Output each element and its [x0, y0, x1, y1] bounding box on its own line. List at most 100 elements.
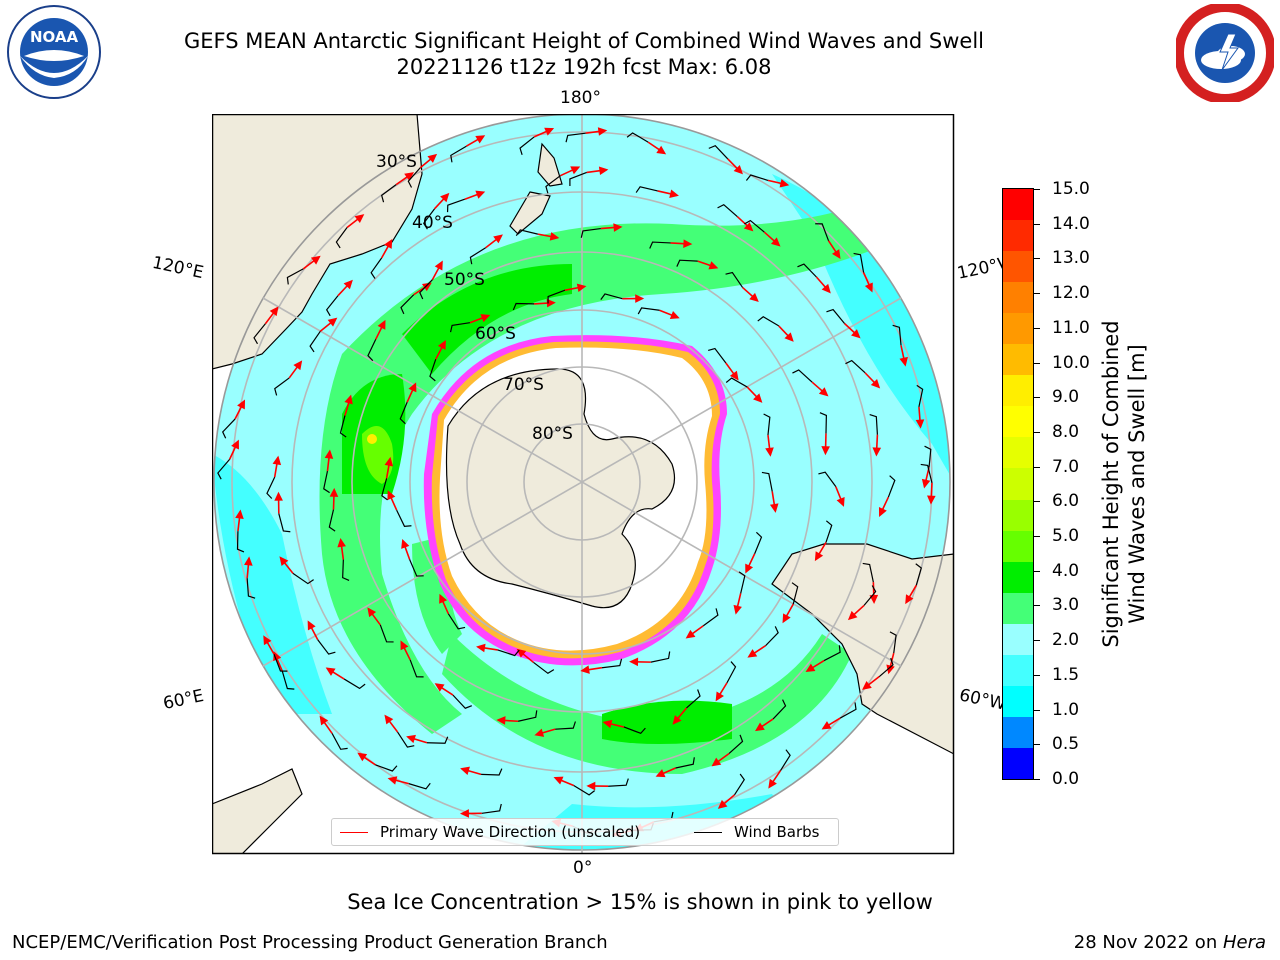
- wind-barb: [757, 316, 780, 327]
- colorbar-segment: [1003, 189, 1033, 221]
- wave-arrow-head: [747, 649, 758, 658]
- colorbar-tick-label: 11.0: [1052, 317, 1090, 338]
- wind-barb: [408, 782, 431, 790]
- wind-barb: [370, 257, 383, 279]
- footer-date-text: 28 Nov 2022 on: [1073, 932, 1223, 953]
- colorbar-tick-label: 8.0: [1052, 421, 1080, 442]
- wave-arrow-head: [915, 419, 925, 429]
- legend-red-line: [340, 831, 368, 833]
- footer-machine: Hera: [1222, 932, 1266, 953]
- wind-barb: [409, 659, 424, 678]
- colorbar-segment: [1003, 406, 1033, 438]
- wind-barb: [725, 377, 748, 388]
- colorbar-tick-label: 14.0: [1052, 213, 1090, 234]
- wave-arrow-head: [307, 620, 316, 631]
- colorbar-tick: [1034, 640, 1040, 642]
- wave-arrow-head: [343, 279, 353, 290]
- wind-barb: [266, 476, 276, 499]
- wave-arrow-head: [602, 719, 613, 729]
- wave-arrow-head: [586, 781, 596, 791]
- lat-label-80s: 80°S: [532, 424, 573, 444]
- wind-barb: [555, 721, 576, 730]
- wave-arrow-head: [427, 153, 438, 163]
- wind-barb: [600, 293, 623, 300]
- legend-black-line: [694, 831, 722, 833]
- chart-title: GEFS MEAN Antarctic Significant Height o…: [183, 29, 985, 53]
- wind-barb: [281, 671, 295, 690]
- wave-arrow-head: [770, 237, 781, 247]
- wave-arrow-head: [231, 439, 239, 450]
- wind-barb: [547, 289, 566, 304]
- wave-arrow-head: [669, 311, 680, 320]
- colorbar-tick-label: 3.0: [1052, 595, 1080, 616]
- wave-arrow-head: [377, 319, 386, 330]
- wind-barb: [686, 689, 701, 709]
- wave-arrow-head: [821, 721, 832, 730]
- colorbar-tick-label: 13.0: [1052, 248, 1090, 269]
- wind-barb: [400, 294, 415, 315]
- wave-arrow-head: [406, 734, 416, 744]
- chart-subtitle: 20221126 t12z 192h fcst Max: 6.08: [396, 55, 772, 79]
- lon-label-120e: 120°E: [150, 252, 206, 284]
- wave-arrow-head: [269, 306, 279, 317]
- wind-barb: [221, 418, 236, 439]
- wave-arrow-head: [869, 594, 879, 604]
- colorbar-tick: [1034, 466, 1040, 468]
- wind-barb: [481, 803, 502, 814]
- wind-barb: [328, 509, 336, 532]
- colorbar-tick: [1034, 189, 1040, 190]
- colorbar-tick: [1034, 536, 1040, 538]
- colorbar-segment: [1003, 716, 1033, 749]
- wind-barb: [780, 749, 791, 771]
- wave-direction-arrows: [228, 127, 936, 838]
- colorbar-tick: [1034, 570, 1040, 572]
- wind-barb: [447, 613, 466, 630]
- wind-barb: [839, 702, 857, 719]
- wind-barb: [422, 208, 435, 230]
- wind-barb: [253, 323, 266, 345]
- wind-barb: [375, 764, 398, 772]
- wave-arrow-head: [872, 447, 882, 457]
- wave-arrow-head: [862, 681, 872, 690]
- colorbar-tick-label: 12.0: [1052, 283, 1090, 304]
- wind-barb: [826, 308, 845, 324]
- colorbar-tick-label: 4.0: [1052, 560, 1080, 581]
- wind-barb: [409, 559, 424, 577]
- wave-arrow-head: [384, 714, 394, 725]
- wave-arrow-head: [683, 239, 693, 248]
- wave-arrow-head: [400, 640, 409, 651]
- wave-arrow-head: [357, 752, 368, 762]
- africa-land: [212, 768, 303, 854]
- wind-barb: [533, 661, 555, 675]
- footer-date: 28 Nov 2022 on Hera: [1074, 932, 1266, 953]
- wave-arrow-head: [821, 283, 831, 294]
- wind-barb: [397, 731, 415, 748]
- wave-arrow-head: [655, 769, 666, 778]
- wave-arrow-head: [927, 495, 936, 505]
- colorbar-segment: [1003, 530, 1033, 563]
- wave-arrow-head: [553, 776, 564, 785]
- wave-arrow-head: [629, 657, 639, 667]
- wave-arrow-head: [784, 332, 794, 342]
- wind-barb: [743, 219, 765, 233]
- wave-arrow-head: [460, 766, 470, 775]
- colorbar-title-line2: Wind Waves and Swell [m]: [1125, 344, 1149, 624]
- wind-barb: [878, 658, 894, 678]
- wave-arrow-head: [729, 370, 739, 381]
- wave-arrow-head: [708, 261, 719, 270]
- wave-arrow-head: [779, 179, 790, 188]
- colorbar-segment: [1003, 313, 1033, 345]
- wind-barb: [278, 513, 291, 533]
- colorbar-segment: [1003, 747, 1033, 780]
- wave-arrow-head: [818, 387, 829, 397]
- wave-arrow-head: [476, 643, 486, 653]
- wave-arrow-head: [516, 648, 527, 658]
- wind-barb: [708, 347, 727, 364]
- wave-arrow-head: [337, 537, 346, 548]
- wave-arrow-head: [244, 556, 253, 566]
- wave-arrow-head: [733, 164, 743, 175]
- wave-arrow-head: [354, 214, 365, 224]
- wind-barb: [497, 649, 520, 657]
- lon-label-0: 0°: [573, 858, 593, 878]
- colorbar-segment: [1003, 437, 1033, 469]
